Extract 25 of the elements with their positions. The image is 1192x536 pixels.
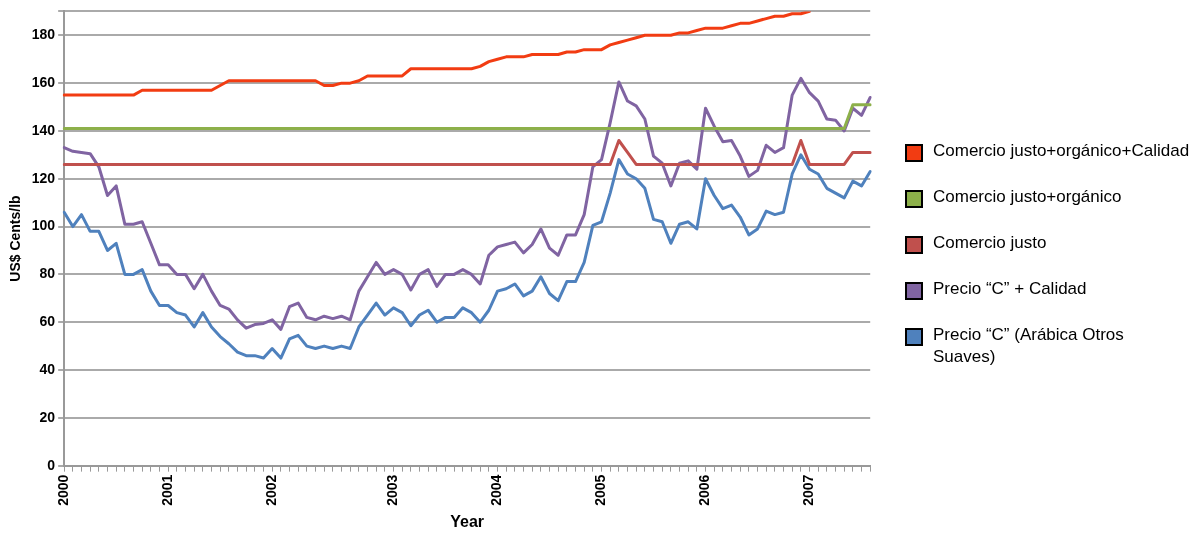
y-tick-label: 20 [39, 408, 56, 425]
legend-label: Precio “C” + Calidad [933, 278, 1087, 300]
x-tick-label: 2004 [488, 474, 505, 506]
x-tick-label: 2005 [592, 474, 609, 506]
legend-label: Precio “C” (Arábica Otros Suaves) [933, 324, 1125, 368]
y-tick-label: 60 [39, 313, 56, 330]
y-tick-label: 180 [31, 26, 56, 43]
y-axis-title: US$ Cents/lb [7, 195, 24, 282]
y-tick-label: 120 [31, 169, 56, 186]
y-tick-label: 40 [39, 360, 56, 377]
legend-label: Comercio justo [933, 232, 1047, 254]
y-tick-label: 100 [31, 217, 56, 234]
x-tick-label: 2002 [263, 474, 280, 506]
y-tick-label: 160 [31, 73, 56, 90]
y-tick-label: 140 [31, 121, 56, 138]
legend-label: Comercio justo+orgánico+Calidad [933, 140, 1190, 162]
x-axis-title: Year [450, 512, 485, 530]
x-tick-label: 2000 [55, 474, 72, 506]
x-tick-label: 2007 [800, 474, 817, 506]
x-tick-label: 2001 [159, 474, 176, 506]
x-tick-label: 2006 [696, 474, 713, 506]
x-tick-label: 2003 [384, 474, 401, 506]
legend-label: Comercio justo+orgánico [933, 186, 1122, 208]
y-tick-label: 80 [39, 265, 56, 282]
y-tick-label: 0 [47, 456, 56, 473]
